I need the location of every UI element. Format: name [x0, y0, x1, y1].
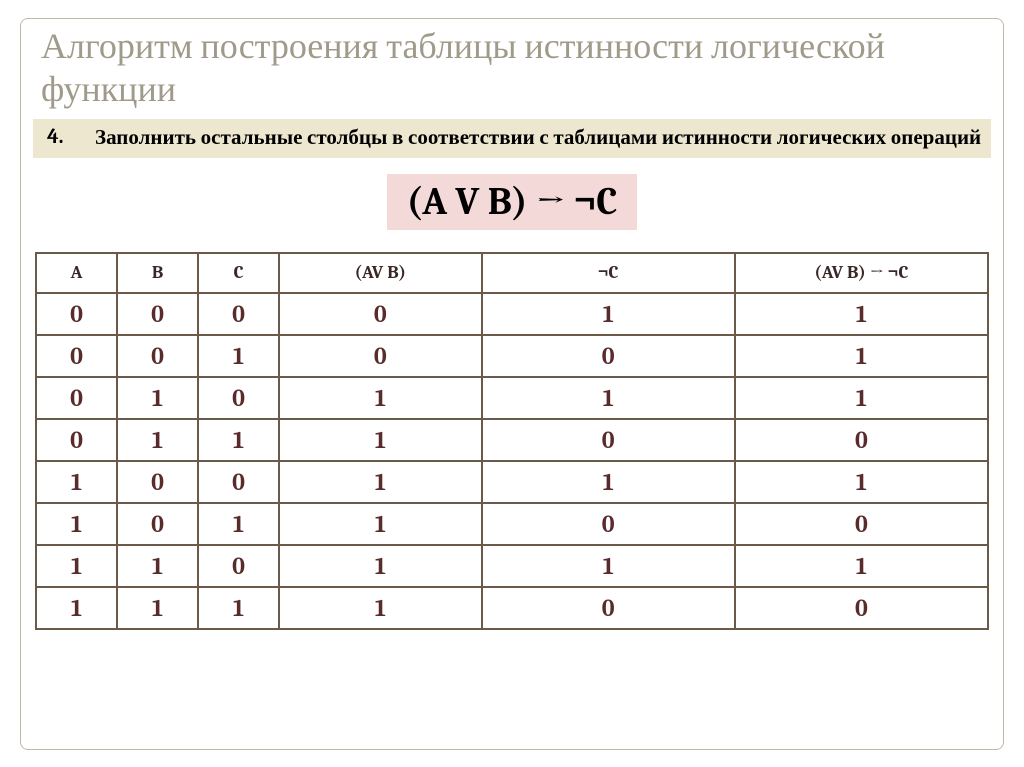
col-C: C: [198, 253, 279, 293]
table-row: 011100: [36, 419, 988, 461]
table-cell: 1: [482, 293, 735, 335]
col-B: B: [117, 253, 198, 293]
table-cell: 0: [117, 461, 198, 503]
table-cell: 1: [482, 545, 735, 587]
slide-title: Алгоритм построения таблицы истинности л…: [41, 25, 989, 111]
table-cell: 1: [279, 419, 482, 461]
truth-table: A B C (AV B) ¬C (AV B) → ¬C 000011001001…: [35, 252, 989, 630]
table-cell: 1: [117, 545, 198, 587]
table-cell: 0: [279, 335, 482, 377]
table-cell: 1: [279, 461, 482, 503]
table-cell: 1: [117, 377, 198, 419]
step-row: 4. Заполнить остальные столбцы в соответ…: [33, 119, 991, 157]
step-number: 4.: [47, 125, 71, 149]
table-cell: 0: [198, 545, 279, 587]
table-cell: 1: [735, 461, 988, 503]
table-cell: 0: [482, 419, 735, 461]
table-row: 010111: [36, 377, 988, 419]
table-row: 100111: [36, 461, 988, 503]
table-cell: 1: [198, 335, 279, 377]
table-cell: 1: [735, 545, 988, 587]
table-cell: 0: [279, 293, 482, 335]
table-cell: 0: [735, 419, 988, 461]
table-cell: 0: [198, 461, 279, 503]
table-cell: 1: [198, 419, 279, 461]
table-cell: 1: [36, 503, 117, 545]
table-cell: 0: [36, 335, 117, 377]
table-cell: 0: [735, 587, 988, 629]
table-cell: 1: [482, 377, 735, 419]
table-cell: 0: [198, 377, 279, 419]
table-cell: 1: [735, 293, 988, 335]
table-cell: 1: [198, 587, 279, 629]
table-cell: 1: [198, 503, 279, 545]
table-cell: 0: [36, 293, 117, 335]
table-cell: 0: [482, 503, 735, 545]
table-cell: 1: [279, 503, 482, 545]
table-row: 110111: [36, 545, 988, 587]
col-A: A: [36, 253, 117, 293]
table-cell: 1: [279, 377, 482, 419]
table-cell: 0: [482, 335, 735, 377]
table-cell: 0: [198, 293, 279, 335]
table-cell: 0: [117, 503, 198, 545]
table-cell: 1: [117, 419, 198, 461]
col-notC: ¬C: [482, 253, 735, 293]
step-text: Заполнить остальные столбцы в соответств…: [95, 125, 981, 151]
table-row: 001001: [36, 335, 988, 377]
table-cell: 0: [117, 293, 198, 335]
table-cell: 0: [36, 377, 117, 419]
table-cell: 1: [279, 587, 482, 629]
table-cell: 0: [482, 587, 735, 629]
col-AvB: (AV B): [279, 253, 482, 293]
table-cell: 1: [735, 335, 988, 377]
table-row: 101100: [36, 503, 988, 545]
table-cell: 1: [279, 545, 482, 587]
table-cell: 0: [117, 335, 198, 377]
table-cell: 1: [482, 461, 735, 503]
table-cell: 0: [735, 503, 988, 545]
table-cell: 1: [36, 461, 117, 503]
table-cell: 1: [36, 587, 117, 629]
col-result: (AV B) → ¬C: [735, 253, 988, 293]
table-row: 000011: [36, 293, 988, 335]
table-cell: 1: [735, 377, 988, 419]
table-cell: 1: [36, 545, 117, 587]
table-cell: 0: [36, 419, 117, 461]
formula-wrap: (A V B) → ¬C: [35, 174, 989, 230]
table-row: 111100: [36, 587, 988, 629]
slide-frame: Алгоритм построения таблицы истинности л…: [20, 18, 1004, 750]
formula: (A V B) → ¬C: [387, 174, 638, 230]
table-body: 0000110010010101110111001001111011001101…: [36, 293, 988, 629]
table-cell: 1: [117, 587, 198, 629]
